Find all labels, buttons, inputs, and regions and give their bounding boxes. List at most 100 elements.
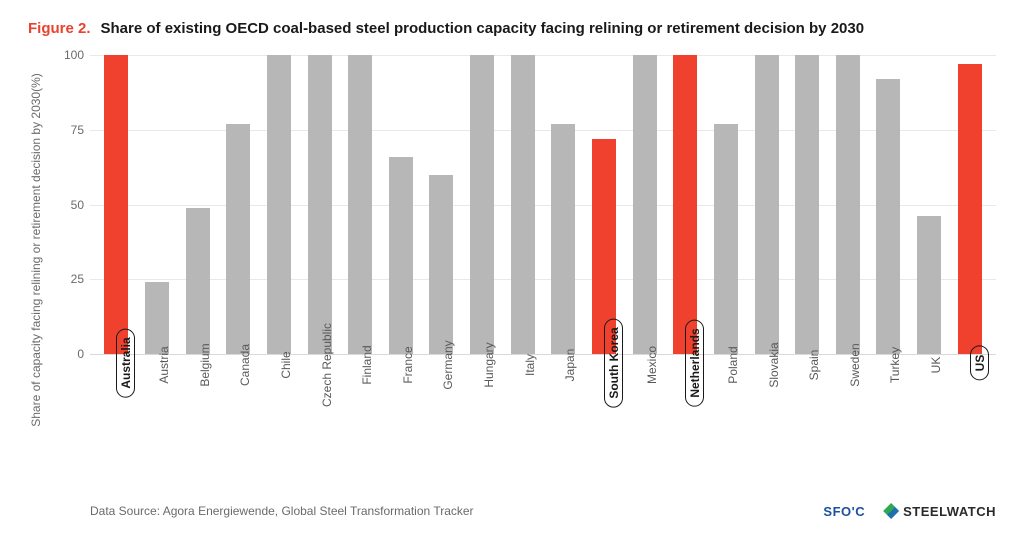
y-tick-label: 0 [56, 347, 84, 361]
bar-slot [259, 55, 300, 354]
y-tick-label: 50 [56, 198, 84, 212]
x-label-slot: Canada [218, 361, 259, 441]
bar [348, 55, 372, 354]
logos: SFO'C STEELWATCH [823, 503, 996, 519]
plot-region: 0255075100 [90, 55, 996, 355]
x-axis-label: Japan [563, 349, 577, 382]
bar [267, 55, 291, 354]
x-axis-label: Czech Republic [320, 323, 334, 407]
x-label-slot: Sweden [828, 361, 869, 441]
bar-slot [340, 55, 381, 354]
bar [104, 55, 128, 354]
x-axis-label: Hungary [482, 342, 496, 387]
x-axis-label: Australia [116, 328, 135, 397]
bar [145, 282, 169, 354]
x-label-slot: Poland [706, 361, 747, 441]
x-label-slot: US [949, 361, 990, 441]
x-label-slot: France [380, 361, 421, 441]
x-label-slot: Germany [421, 361, 462, 441]
figure-title: Share of existing OECD coal-based steel … [101, 20, 865, 37]
bar [673, 55, 697, 354]
x-label-slot: Belgium [177, 361, 218, 441]
x-label-slot: Austria [137, 361, 178, 441]
y-axis-label: Share of capacity facing relining or ret… [29, 73, 43, 427]
x-axis-label: Chile [279, 351, 293, 378]
bar-slot [584, 55, 625, 354]
x-axis-label: US [970, 346, 989, 381]
figure-label: Figure 2. [28, 20, 91, 37]
x-axis-label: Spain [807, 350, 821, 381]
bar-slot [949, 55, 990, 354]
x-axis-label: Belgium [198, 343, 212, 386]
sfoc-logo: SFO'C [823, 504, 865, 519]
bar [470, 55, 494, 354]
bar-slot [787, 55, 828, 354]
x-axis-label: France [401, 346, 415, 383]
x-label-slot: Slovakia [746, 361, 787, 441]
x-axis-label: Turkey [888, 347, 902, 383]
x-label-slot: Australia [96, 361, 137, 441]
steelwatch-logo-text: STEELWATCH [903, 504, 996, 519]
x-axis-label: South Korea [604, 318, 623, 407]
x-label-slot: Hungary [462, 361, 503, 441]
bar-slot [543, 55, 584, 354]
y-tick-label: 100 [56, 48, 84, 62]
x-label-slot: UK [909, 361, 950, 441]
bar-slot [665, 55, 706, 354]
bar [551, 124, 575, 354]
steelwatch-mark-icon [883, 503, 899, 519]
bar [186, 208, 210, 355]
bar [511, 55, 535, 354]
footer: Data Source: Agora Energiewende, Global … [90, 503, 996, 519]
x-labels-container: AustraliaAustriaBelgiumCanadaChileCzech … [90, 361, 996, 441]
x-axis-label: Poland [726, 346, 740, 383]
bar [389, 157, 413, 354]
x-axis-label: Slovakia [767, 342, 781, 387]
chart-area: Share of capacity facing relining or ret… [54, 55, 996, 445]
bar-slot [502, 55, 543, 354]
bar-slot [706, 55, 747, 354]
y-tick-label: 25 [56, 272, 84, 286]
x-label-slot: Mexico [624, 361, 665, 441]
bar-slot [462, 55, 503, 354]
bar-slot [746, 55, 787, 354]
bar [876, 79, 900, 354]
bar-slot [299, 55, 340, 354]
x-axis-label: Mexico [645, 346, 659, 384]
x-label-slot: Italy [502, 361, 543, 441]
bar [836, 55, 860, 354]
bar-slot [624, 55, 665, 354]
x-axis-label: Finland [360, 345, 374, 384]
bar [917, 216, 941, 354]
bar [308, 55, 332, 354]
x-label-slot: Czech Republic [299, 361, 340, 441]
x-label-slot: Turkey [868, 361, 909, 441]
data-source: Data Source: Agora Energiewende, Global … [90, 504, 474, 518]
x-label-slot: Spain [787, 361, 828, 441]
x-axis-label: Germany [441, 340, 455, 389]
bar-slot [137, 55, 178, 354]
bar-slot [218, 55, 259, 354]
bar-slot [909, 55, 950, 354]
x-axis-label: Sweden [848, 343, 862, 386]
x-label-slot: Netherlands [665, 361, 706, 441]
bar-slot [177, 55, 218, 354]
x-label-slot: Chile [259, 361, 300, 441]
bar [795, 55, 819, 354]
bar [958, 64, 982, 354]
x-axis-label: Italy [523, 354, 537, 376]
x-axis-label: Canada [238, 344, 252, 386]
x-axis-label: Austria [157, 346, 171, 383]
bar [714, 124, 738, 354]
bar-slot [828, 55, 869, 354]
x-label-slot: Japan [543, 361, 584, 441]
figure-header: Figure 2. Share of existing OECD coal-ba… [28, 20, 996, 37]
bar [633, 55, 657, 354]
bar [429, 175, 453, 354]
x-axis-label: UK [929, 357, 943, 374]
x-label-slot: South Korea [584, 361, 625, 441]
bar-slot [421, 55, 462, 354]
bar [226, 124, 250, 354]
bar-slot [380, 55, 421, 354]
y-tick-label: 75 [56, 123, 84, 137]
